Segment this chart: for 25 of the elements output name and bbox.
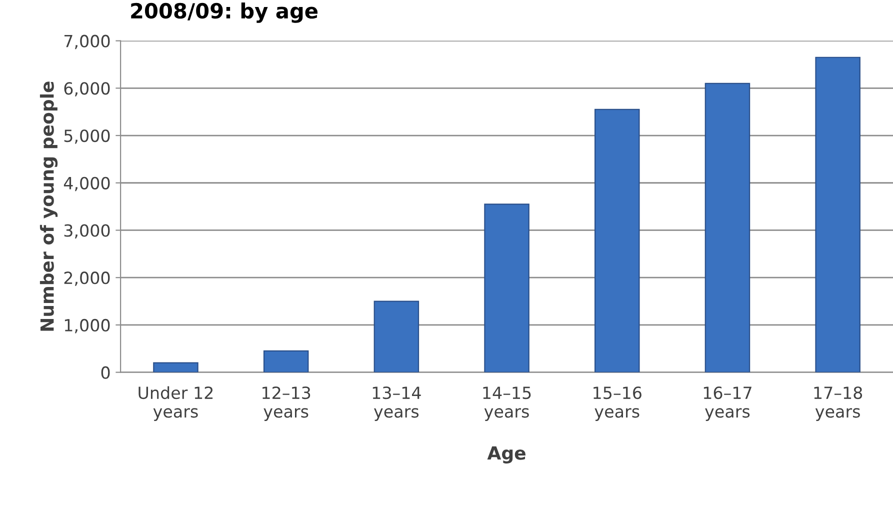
bar [704,82,750,372]
x-tick-label: 16–17 years [704,386,752,421]
x-tick-label: 12–13 years [262,386,310,421]
bar [374,300,420,372]
y-tick-label: 0 [101,366,110,379]
y-tick-label: 3,000 [64,224,110,238]
x-axis-title: Age [487,446,526,464]
y-axis-title: Number of young people [40,82,58,331]
y-tick-label: 7,000 [64,34,110,50]
bar [484,204,530,372]
bar [594,108,640,372]
chart-title: 2008/09: by age [131,2,318,23]
y-tick-label: 4,000 [64,176,110,192]
x-tick-label: 15–16 years [594,386,642,421]
x-tick-label: Under 12 years [138,386,213,421]
x-tick-label: 14–15 years [483,386,531,421]
y-tick-label: 6,000 [64,82,110,96]
y-tick-label: 5,000 [64,129,110,144]
y-tick-label: 1,000 [64,318,110,334]
x-tick-label: 13–14 years [372,386,421,421]
bar [153,362,198,372]
x-tick-label: 17–18 years [814,386,862,421]
bar [815,56,860,372]
bar [263,350,309,372]
y-tick-label: 2,000 [64,272,110,286]
